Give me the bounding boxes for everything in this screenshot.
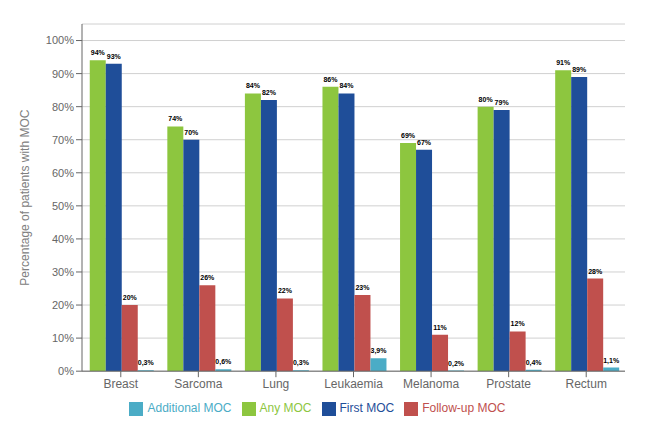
svg-text:93%: 93%: [107, 53, 122, 60]
svg-text:70%: 70%: [52, 134, 74, 146]
svg-text:0,4%: 0,4%: [526, 359, 543, 367]
svg-text:0,2%: 0,2%: [448, 360, 465, 368]
svg-text:Lung: Lung: [263, 377, 290, 391]
svg-text:40%: 40%: [52, 233, 74, 245]
svg-text:Breast: Breast: [103, 377, 138, 391]
svg-text:11%: 11%: [433, 324, 447, 331]
svg-text:30%: 30%: [52, 266, 74, 278]
svg-text:100%: 100%: [46, 34, 74, 46]
svg-text:0,3%: 0,3%: [138, 359, 155, 367]
svg-text:22%: 22%: [278, 287, 293, 294]
svg-text:28%: 28%: [588, 268, 603, 275]
svg-text:82%: 82%: [262, 89, 277, 96]
svg-text:80%: 80%: [479, 96, 494, 103]
svg-text:94%: 94%: [91, 49, 106, 56]
svg-text:0,3%: 0,3%: [293, 359, 310, 367]
svg-text:3,9%: 3,9%: [370, 347, 387, 355]
svg-text:Sarcoma: Sarcoma: [174, 377, 222, 391]
svg-text:60%: 60%: [52, 167, 74, 179]
svg-text:Leukaemia: Leukaemia: [324, 377, 383, 391]
html-text:Any MOC: Any MOC: [259, 401, 312, 416]
svg-text:1,1%: 1,1%: [603, 357, 620, 365]
svg-text:67%: 67%: [417, 139, 432, 146]
svg-text:Melanoma: Melanoma: [403, 377, 459, 391]
svg-text:50%: 50%: [52, 200, 74, 212]
svg-text:80%: 80%: [52, 101, 74, 113]
svg-text:12%: 12%: [511, 320, 526, 327]
svg-text:0%: 0%: [58, 365, 74, 377]
svg-text:89%: 89%: [572, 66, 587, 73]
svg-text:10%: 10%: [52, 332, 74, 344]
svg-text:69%: 69%: [401, 132, 416, 139]
svg-text:Prostate: Prostate: [486, 377, 531, 391]
svg-text:90%: 90%: [52, 68, 74, 80]
html-text:Follow-up MOC: Follow-up MOC: [422, 401, 506, 416]
svg-text:86%: 86%: [323, 76, 338, 83]
html-text:Additional MOC: Additional MOC: [147, 401, 232, 416]
svg-text:0,6%: 0,6%: [215, 358, 232, 366]
svg-text:Percentage of patients with MO: Percentage of patients with MOC: [18, 109, 32, 285]
svg-text:84%: 84%: [339, 82, 354, 89]
svg-text:26%: 26%: [200, 274, 215, 281]
svg-text:91%: 91%: [556, 59, 571, 66]
svg-text:23%: 23%: [355, 284, 370, 291]
svg-text:20%: 20%: [52, 299, 74, 311]
svg-text:79%: 79%: [495, 99, 510, 106]
svg-text:74%: 74%: [168, 115, 183, 122]
svg-text:Rectum: Rectum: [566, 377, 607, 391]
svg-text:70%: 70%: [184, 129, 199, 136]
svg-text:84%: 84%: [246, 82, 261, 89]
html-text:First MOC: First MOC: [339, 401, 395, 416]
svg-text:20%: 20%: [123, 294, 138, 301]
